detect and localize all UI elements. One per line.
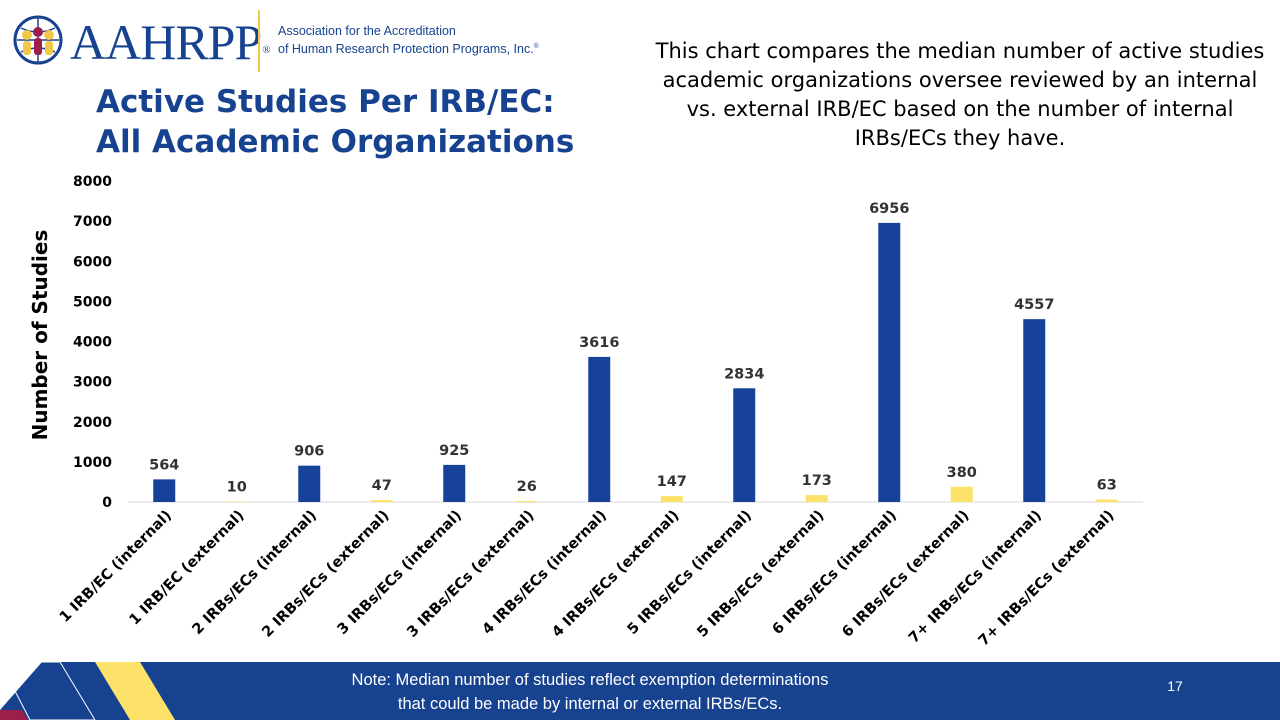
x-axis-labels: 1 IRB/EC (internal)1 IRB/EC (external)2 … xyxy=(57,508,1118,650)
bar xyxy=(298,465,321,502)
logo-subtitle-line2: of Human Research Protection Programs, I… xyxy=(278,42,539,57)
y-tick-label: 3000 xyxy=(73,375,112,391)
data-label: 2834 xyxy=(724,366,764,382)
y-tick-label: 4000 xyxy=(73,335,112,351)
logo-subtitle: Association for the Accreditation of Hum… xyxy=(278,24,539,57)
data-label: 564 xyxy=(149,457,179,473)
data-label: 147 xyxy=(657,474,687,490)
x-tick-label: 4 IRBs/ECs (external) xyxy=(549,508,682,641)
data-label: 47 xyxy=(372,478,392,494)
bar xyxy=(443,464,466,502)
x-tick-label: 2 IRBs/ECs (internal) xyxy=(190,508,320,638)
page-number: 17 xyxy=(1167,678,1183,694)
aahrpp-logo: AAHRPP® Association for the Accreditatio… xyxy=(12,10,552,76)
data-label: 4557 xyxy=(1014,297,1054,313)
y-axis-ticks: 0 1000 2000 3000 4000 5000 6000 7000 8000 xyxy=(73,174,112,511)
footer-band: Note: Median number of studies reflect e… xyxy=(0,662,1280,720)
bar xyxy=(515,500,538,502)
bars xyxy=(153,222,1118,502)
y-tick-label: 8000 xyxy=(73,174,112,190)
bar xyxy=(878,222,901,502)
bar xyxy=(733,388,756,502)
bar xyxy=(660,496,683,502)
data-label: 26 xyxy=(517,479,537,495)
data-label: 10 xyxy=(227,480,247,496)
x-tick-label: 5 IRBs/ECs (external) xyxy=(694,508,827,641)
bar xyxy=(225,501,248,502)
data-label: 380 xyxy=(947,465,977,481)
page-title-line1: Active Studies Per IRB/EC: xyxy=(96,84,555,120)
x-tick-label: 5 IRBs/ECs (internal) xyxy=(625,508,755,638)
logo-globe-icon xyxy=(13,15,63,65)
bar xyxy=(153,479,176,502)
chart-description: This chart compares the median number of… xyxy=(655,39,1265,150)
y-tick-label: 2000 xyxy=(73,415,112,431)
x-tick-label: 4 IRBs/ECs (internal) xyxy=(480,508,610,638)
x-tick-label: 6 IRBs/ECs (external) xyxy=(839,508,972,641)
logo-wordmark: AAHRPP® xyxy=(70,14,271,70)
y-tick-label: 7000 xyxy=(73,214,112,230)
x-tick-label: 7+ IRBs/ECs (external) xyxy=(976,508,1118,650)
y-tick-label: 6000 xyxy=(73,254,112,270)
logo-subtitle-line1: Association for the Accreditation xyxy=(278,24,456,38)
data-labels: 564 10 906 47 925 26 3616 147 2834 173 6956 380 4557… xyxy=(149,201,1117,496)
data-label: 3616 xyxy=(579,335,619,351)
x-tick-label: 7+ IRBs/ECs (internal) xyxy=(906,508,1045,647)
footer-note-line2: that could be made by internal or extern… xyxy=(397,695,783,713)
bar xyxy=(370,500,393,502)
y-tick-label: 0 xyxy=(102,495,112,511)
bar xyxy=(950,486,973,502)
page-title: Active Studies Per IRB/EC: All Academic … xyxy=(96,82,596,162)
footer-note-line1: Note: Median number of studies reflect e… xyxy=(351,671,829,689)
bar xyxy=(1095,499,1118,502)
bar-chart: 0 1000 2000 3000 4000 5000 6000 7000 8000 564 10 9… xyxy=(57,174,1143,650)
data-label: 63 xyxy=(1097,477,1117,493)
data-label: 906 xyxy=(294,444,324,460)
data-label: 6956 xyxy=(869,201,909,217)
logo-divider xyxy=(258,10,260,72)
y-tick-label: 1000 xyxy=(73,455,112,471)
footer-decoration xyxy=(0,662,1280,720)
x-tick-label: 2 IRBs/ECs (external) xyxy=(259,508,392,641)
x-tick-label: 6 IRBs/ECs (internal) xyxy=(770,508,900,638)
x-tick-label: 3 IRBs/ECs (internal) xyxy=(335,508,465,638)
bar xyxy=(1023,319,1046,502)
x-tick-label: 3 IRBs/ECs (external) xyxy=(404,508,537,641)
data-label: 173 xyxy=(802,473,832,489)
bar xyxy=(805,495,828,502)
data-label: 925 xyxy=(439,443,469,459)
footer-note: Note: Median number of studies reflect e… xyxy=(300,668,880,716)
y-tick-label: 5000 xyxy=(73,294,112,310)
bar xyxy=(588,356,611,502)
page-title-line2: All Academic Organizations xyxy=(96,124,575,160)
